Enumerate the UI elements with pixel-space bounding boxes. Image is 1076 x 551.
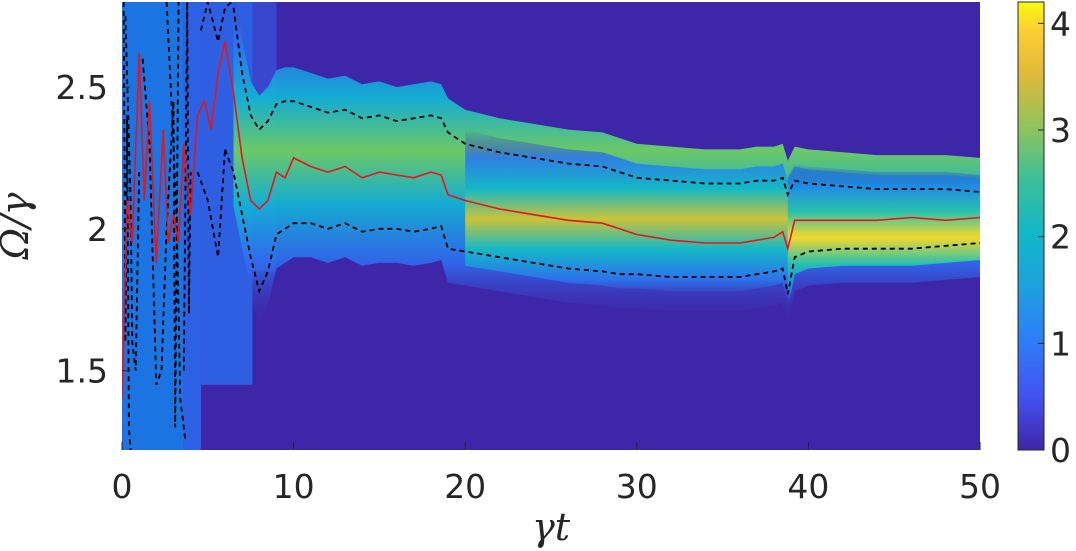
colorbar: 0 1 2 3 4 (1017, 1, 1071, 470)
x-axis-ticks: 0 10 20 30 40 50 (112, 442, 1001, 506)
lower-bound-line (224, 149, 980, 295)
early-dashed-line (124, 16, 141, 371)
colorbar-tick-label: 3 (1050, 111, 1071, 150)
y-axis-label: Ω/γ (0, 192, 37, 260)
estimate-line (122, 41, 980, 400)
x-tick-label: 0 (112, 467, 133, 506)
y-axis-ticks: 1.5 2 2.5 (56, 68, 130, 391)
colorbar-tick-label: 2 (1050, 218, 1071, 257)
colorbar-gradient-bar (1017, 1, 1045, 451)
x-tick-label: 30 (616, 467, 658, 506)
colorbar-tick-label: 0 (1050, 431, 1071, 470)
x-tick-label: 40 (787, 467, 829, 506)
x-tick-label: 10 (273, 467, 315, 506)
colorbar-tick-label: 4 (1050, 4, 1071, 43)
early-dashed-line (200, 2, 233, 42)
plot-area (122, 2, 980, 450)
y-tick-label: 2 (87, 210, 108, 249)
x-tick-label: 20 (444, 467, 486, 506)
heatmap-band-hot (787, 163, 980, 312)
x-tick-label: 50 (959, 467, 1001, 506)
upper-bound-line (232, 7, 980, 198)
colorbar-ticks: 0 1 2 3 4 (1038, 4, 1071, 470)
x-axis-label: γt (532, 505, 571, 549)
series-layer (122, 7, 980, 400)
colorbar-tick-label: 1 (1050, 324, 1071, 363)
early-dashed-line (165, 2, 187, 442)
y-tick-label: 2.5 (56, 68, 108, 107)
early-dashed-line (182, 2, 192, 371)
early-dashed-line (141, 2, 180, 428)
y-tick-label: 1.5 (56, 352, 108, 391)
